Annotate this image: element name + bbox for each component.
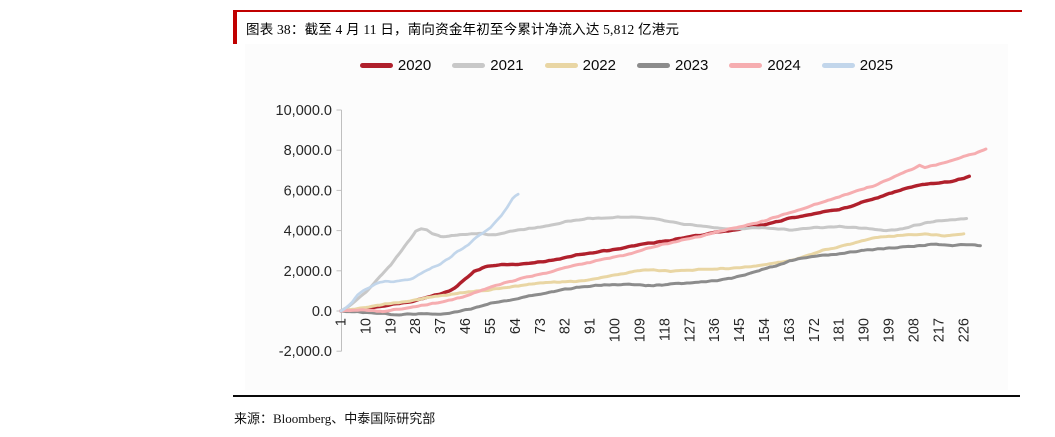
legend-swatch-icon [452, 63, 486, 68]
x-tick-label: 154 [757, 318, 773, 342]
x-tick-label: 172 [807, 318, 823, 342]
legend-swatch-icon [821, 63, 855, 68]
legend-item-2022: 2022 [544, 57, 616, 74]
x-tick-label: 64 [508, 318, 524, 334]
legend-label: 2022 [582, 57, 616, 74]
x-tick-label: 37 [433, 318, 449, 334]
x-tick-label: 163 [782, 318, 798, 342]
series-line-2020 [339, 174, 971, 313]
legend-item-2024: 2024 [729, 57, 801, 74]
legend-label: 2020 [397, 57, 432, 74]
chart-legend: 2020 2021 2022 2023 2024 2025 [245, 57, 1008, 74]
x-tick-label: 217 [931, 318, 947, 342]
y-tick-label: 10,000.0 [276, 103, 332, 119]
series-line-2023 [339, 242, 982, 317]
x-tick-label: 100 [608, 318, 624, 342]
legend-item-2025: 2025 [821, 57, 894, 74]
legend-label: 2021 [490, 57, 524, 74]
source-note: 来源：Bloomberg、中泰国际研究部 [234, 411, 436, 426]
y-tick-label: -2,000.0 [279, 344, 332, 360]
y-tick-label: 8,000.0 [284, 143, 332, 159]
legend-item-2021: 2021 [452, 57, 524, 74]
title-accent-bar [233, 10, 237, 44]
x-tick-label: 28 [408, 318, 424, 334]
x-tick-label: 73 [533, 318, 549, 334]
x-tick-label: 19 [383, 318, 399, 334]
legend-swatch-icon [544, 63, 578, 68]
figure-title: 图表 38：截至 4 月 11 日，南向资金年初至今累计净流入达 5,812 亿… [246, 22, 680, 37]
legend-swatch-icon [359, 63, 393, 68]
y-tick-label: 0.0 [312, 304, 332, 320]
x-tick-label: 127 [682, 318, 698, 342]
y-tick-label: 2,000.0 [284, 264, 332, 280]
x-tick-label: 199 [882, 318, 898, 342]
figure-bottom-border [233, 395, 1020, 397]
legend-swatch-icon [637, 63, 670, 68]
x-tick-label: 208 [906, 318, 922, 342]
legend-item-2023: 2023 [637, 57, 708, 74]
x-tick-label: 82 [558, 318, 574, 334]
legend-label: 2023 [675, 57, 709, 74]
x-tick-label: 1 [334, 318, 350, 326]
legend-label: 2025 [859, 57, 894, 74]
x-tick-label: 46 [458, 318, 474, 334]
chart-figure: 2020 2021 2022 2023 2024 2025 10,000.0 8,000.0… [245, 44, 1008, 390]
line-chart: 10,000.0 8,000.0 6,000.0 4,000.0 2,000.0 0.0 -… [276, 103, 988, 360]
series-line-2024 [339, 147, 988, 314]
series-line-2022 [339, 232, 966, 313]
x-tick-label: 145 [732, 318, 748, 342]
x-tick-label: 181 [832, 318, 848, 342]
series-line-2025 [339, 192, 520, 313]
legend-swatch-icon [729, 63, 763, 68]
x-tick-label: 136 [707, 318, 723, 342]
x-tick-label: 10 [358, 318, 374, 334]
y-tick-label: 4,000.0 [284, 224, 332, 240]
x-tick-label: 190 [857, 318, 873, 342]
legend-label: 2024 [767, 57, 801, 74]
x-tick-label: 109 [632, 318, 648, 342]
x-tick-label: 118 [657, 318, 673, 341]
legend-item-2020: 2020 [359, 57, 432, 74]
x-tick-label: 55 [483, 318, 499, 334]
y-tick-label: 6,000.0 [284, 183, 332, 199]
x-tick-label: 226 [956, 318, 972, 342]
x-tick-label: 91 [583, 318, 599, 334]
title-top-border [233, 10, 1022, 12]
series-line-2021 [339, 215, 969, 313]
